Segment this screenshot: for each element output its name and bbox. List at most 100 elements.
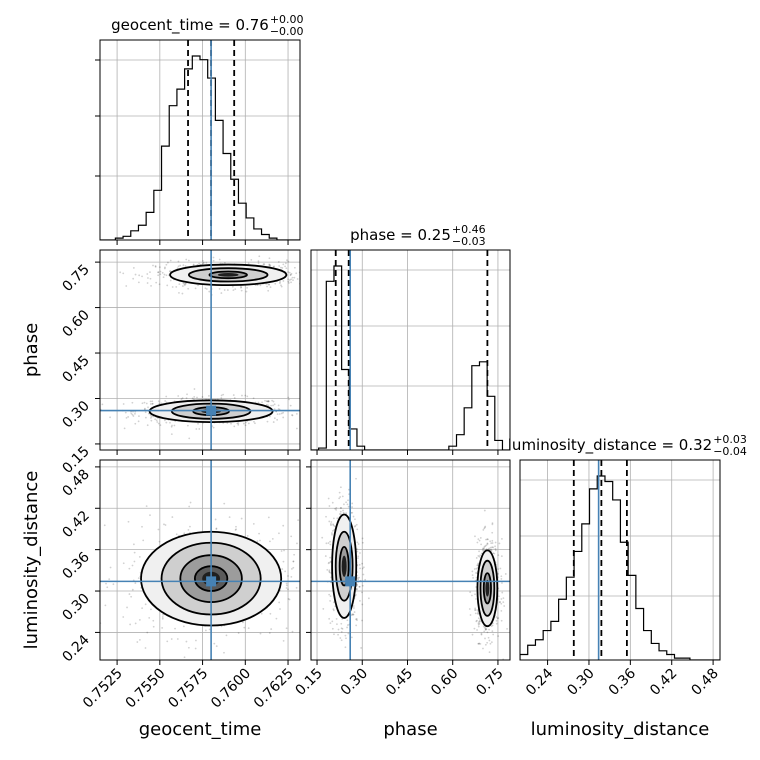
- sample-point: [476, 612, 479, 615]
- sample-point: [287, 280, 290, 283]
- sample-point: [322, 608, 325, 610]
- histogram-phase: [311, 265, 510, 450]
- y-tick-label-luminosity_distance: 0.42: [59, 508, 92, 541]
- sample-point: [287, 598, 290, 600]
- sample-point: [488, 628, 490, 631]
- sample-point: [259, 632, 262, 635]
- sample-point: [361, 567, 364, 570]
- sample-point: [267, 404, 270, 407]
- sample-point: [482, 548, 484, 551]
- sample-point: [332, 601, 335, 604]
- sample-point: [481, 549, 484, 552]
- sample-point: [171, 286, 174, 288]
- sample-point: [482, 647, 484, 650]
- sample-point: [278, 413, 281, 415]
- y-tick-label-luminosity_distance: 0.24: [59, 632, 92, 665]
- sample-point: [355, 624, 358, 627]
- sample-point: [157, 271, 160, 274]
- sample-point: [477, 623, 480, 626]
- sample-point: [271, 537, 274, 540]
- sample-point: [485, 628, 488, 631]
- sample-point: [146, 424, 149, 427]
- sample-point: [125, 285, 128, 287]
- sample-point: [499, 601, 501, 603]
- sample-point: [484, 545, 487, 547]
- sample-point: [331, 532, 333, 534]
- sample-point: [281, 267, 284, 269]
- histogram-luminosity_distance: [520, 475, 720, 660]
- sample-point: [477, 611, 479, 614]
- sample-point: [282, 560, 285, 563]
- sample-point: [498, 542, 501, 545]
- sample-point: [490, 641, 493, 644]
- sample-point: [484, 637, 486, 640]
- sample-point: [149, 403, 152, 405]
- sample-point: [154, 265, 157, 267]
- sample-point: [335, 617, 338, 620]
- panel-content: [100, 460, 303, 660]
- sample-point: [157, 274, 160, 277]
- sample-point: [477, 617, 480, 620]
- sample-point: [277, 408, 280, 410]
- sample-point: [149, 400, 152, 403]
- sample-point: [252, 397, 255, 400]
- x-tick-label-phase: 0.45: [383, 666, 416, 699]
- sample-point: [154, 418, 157, 421]
- sample-point: [138, 638, 141, 641]
- sample-point: [283, 549, 285, 552]
- sample-point: [155, 419, 158, 422]
- sample-point: [328, 570, 331, 573]
- sample-point: [146, 631, 149, 634]
- sample-point: [296, 542, 298, 545]
- sample-point: [237, 422, 240, 425]
- sample-point: [132, 415, 135, 417]
- sample-point: [184, 283, 187, 285]
- density-core: [217, 273, 239, 277]
- sample-point: [104, 604, 107, 607]
- sample-point: [325, 542, 328, 545]
- sample-point: [327, 497, 330, 500]
- sample-point: [171, 424, 173, 427]
- sample-point: [307, 268, 309, 270]
- sample-point: [223, 289, 226, 291]
- hist-panel-geocent_time: geocent_time = 0.76 +0.00−0.00: [95, 13, 304, 245]
- sample-point: [291, 414, 293, 416]
- sample-point: [356, 541, 359, 544]
- sample-point: [313, 273, 315, 275]
- sample-point: [267, 400, 270, 402]
- sample-point: [240, 286, 242, 289]
- panel-frame: [99, 249, 301, 451]
- sample-point: [232, 289, 235, 292]
- sample-point: [490, 625, 493, 628]
- sample-point: [291, 276, 294, 279]
- sample-point: [344, 646, 347, 649]
- sample-point: [236, 422, 239, 425]
- sample-point: [483, 527, 486, 530]
- sample-point: [477, 625, 480, 628]
- sample-point: [356, 588, 358, 590]
- sample-point: [134, 422, 137, 425]
- sample-point: [301, 580, 303, 582]
- sample-point: [359, 552, 361, 554]
- sample-point: [486, 542, 489, 545]
- sample-point: [138, 415, 140, 418]
- panel-content: [311, 460, 510, 660]
- sample-point: [497, 554, 500, 557]
- sample-point: [339, 496, 342, 498]
- sample-point: [476, 541, 479, 544]
- sample-point: [247, 262, 250, 265]
- sample-point: [329, 556, 332, 559]
- sample-point: [329, 595, 332, 598]
- sample-point: [122, 616, 125, 618]
- sample-point: [331, 533, 333, 536]
- sample-point: [171, 516, 174, 518]
- sample-point: [334, 507, 337, 510]
- sample-point: [500, 555, 503, 558]
- sample-point: [347, 499, 349, 502]
- sample-point: [150, 284, 152, 287]
- sample-point: [266, 285, 268, 288]
- sample-point: [183, 532, 186, 535]
- sample-point: [127, 520, 130, 523]
- sample-point: [259, 284, 262, 287]
